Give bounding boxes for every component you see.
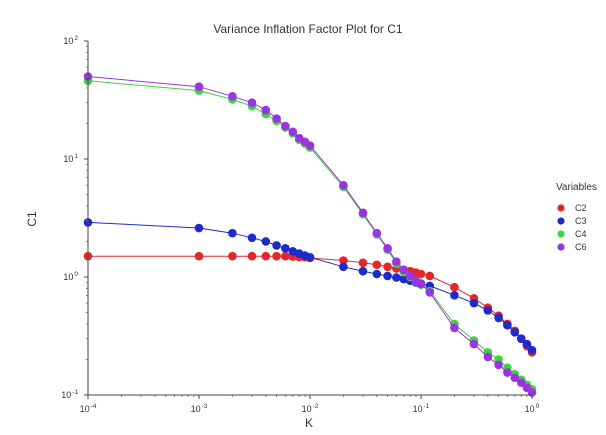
legend-label-c4: C4 — [575, 229, 587, 239]
data-point-c3 — [484, 306, 493, 315]
x-tick-label: 10-1 — [413, 403, 430, 414]
legend-marker-c2 — [557, 204, 564, 211]
data-point-c2 — [195, 252, 204, 261]
x-axis-label: K — [305, 416, 313, 430]
data-point-c6 — [383, 244, 392, 253]
data-point-c6 — [373, 229, 382, 238]
x-tick-label: 100 — [525, 403, 540, 414]
data-point-c6 — [195, 82, 204, 91]
data-point-c3 — [306, 253, 315, 262]
series-line-c2 — [88, 256, 532, 352]
data-point-c2 — [373, 260, 382, 269]
data-point-c3 — [392, 273, 401, 282]
data-point-c6 — [281, 122, 290, 131]
data-point-c3 — [511, 328, 520, 337]
data-point-c3 — [450, 291, 459, 300]
legend-label-c6: C6 — [575, 242, 587, 252]
legend-marker-c6 — [557, 243, 564, 250]
data-point-c2 — [228, 252, 237, 261]
data-point-c2 — [359, 258, 368, 267]
data-point-c6 — [417, 280, 426, 289]
x-ticks: 10-4 10-3 10-2 10-1 100 — [80, 395, 540, 414]
data-point-c2 — [262, 252, 271, 261]
data-point-c2 — [281, 252, 290, 261]
data-point-c3 — [248, 233, 257, 242]
data-point-c3 — [359, 267, 368, 276]
y-tick-label: 102 — [63, 35, 78, 46]
data-point-c2 — [425, 272, 434, 281]
series-line-c6 — [88, 77, 532, 393]
x-tick-label: 10-4 — [80, 403, 97, 414]
legend-items: C2 C3 C4 C6 — [557, 203, 586, 252]
data-point-c3 — [339, 263, 348, 272]
data-point-c6 — [262, 106, 271, 115]
y-tick-label: 10-1 — [61, 389, 78, 400]
series-c6 — [84, 72, 537, 397]
data-point-c6 — [503, 368, 512, 377]
data-point-c3 — [262, 237, 271, 246]
data-point-c3 — [228, 229, 237, 238]
data-point-c6 — [248, 98, 257, 107]
data-point-c2 — [383, 263, 392, 272]
series-c2 — [84, 252, 537, 357]
data-point-c3 — [528, 346, 537, 355]
data-point-c6 — [450, 324, 459, 333]
data-point-c6 — [470, 340, 479, 349]
data-point-c6 — [392, 257, 401, 266]
data-point-c6 — [228, 92, 237, 101]
data-point-c2 — [272, 252, 281, 261]
legend-label-c3: C3 — [575, 216, 587, 226]
data-point-c6 — [484, 353, 493, 362]
data-point-c6 — [359, 208, 368, 217]
series-c3 — [84, 218, 537, 354]
series-c4 — [84, 76, 537, 393]
data-point-c6 — [289, 128, 298, 137]
legend-marker-c3 — [557, 217, 564, 224]
legend-label-c2: C2 — [575, 203, 587, 213]
data-point-c3 — [373, 270, 382, 279]
data-point-c6 — [494, 361, 503, 370]
y-ticks: 10-1 100 101 102 — [61, 35, 88, 400]
data-point-c2 — [248, 252, 257, 261]
y-tick-label: 101 — [63, 153, 78, 164]
data-point-c3 — [272, 241, 281, 250]
x-tick-label: 10-2 — [302, 403, 319, 414]
x-tick-label: 10-3 — [191, 403, 208, 414]
data-point-c3 — [503, 321, 512, 330]
data-point-c6 — [306, 141, 315, 150]
data-point-c6 — [339, 181, 348, 190]
legend-title: Variables — [556, 182, 597, 193]
y-axis-label: C1 — [25, 211, 39, 227]
data-point-c3 — [281, 244, 290, 253]
data-point-c3 — [383, 272, 392, 281]
series-line-c3 — [88, 222, 532, 350]
legend-marker-c4 — [557, 230, 564, 237]
data-point-c6 — [272, 114, 281, 123]
data-point-c6 — [425, 288, 434, 297]
legend: Variables C2 C3 C4 C6 — [556, 182, 597, 252]
data-point-c3 — [195, 224, 204, 233]
series-line-c4 — [88, 81, 532, 389]
y-tick-label: 100 — [63, 271, 78, 282]
data-point-c2 — [450, 283, 459, 292]
data-point-c3 — [470, 299, 479, 308]
data-point-c3 — [494, 314, 503, 323]
data-point-c6 — [400, 266, 409, 275]
series-layer — [84, 72, 537, 397]
chart-title: Variance Inflation Factor Plot for C1 — [213, 22, 403, 36]
